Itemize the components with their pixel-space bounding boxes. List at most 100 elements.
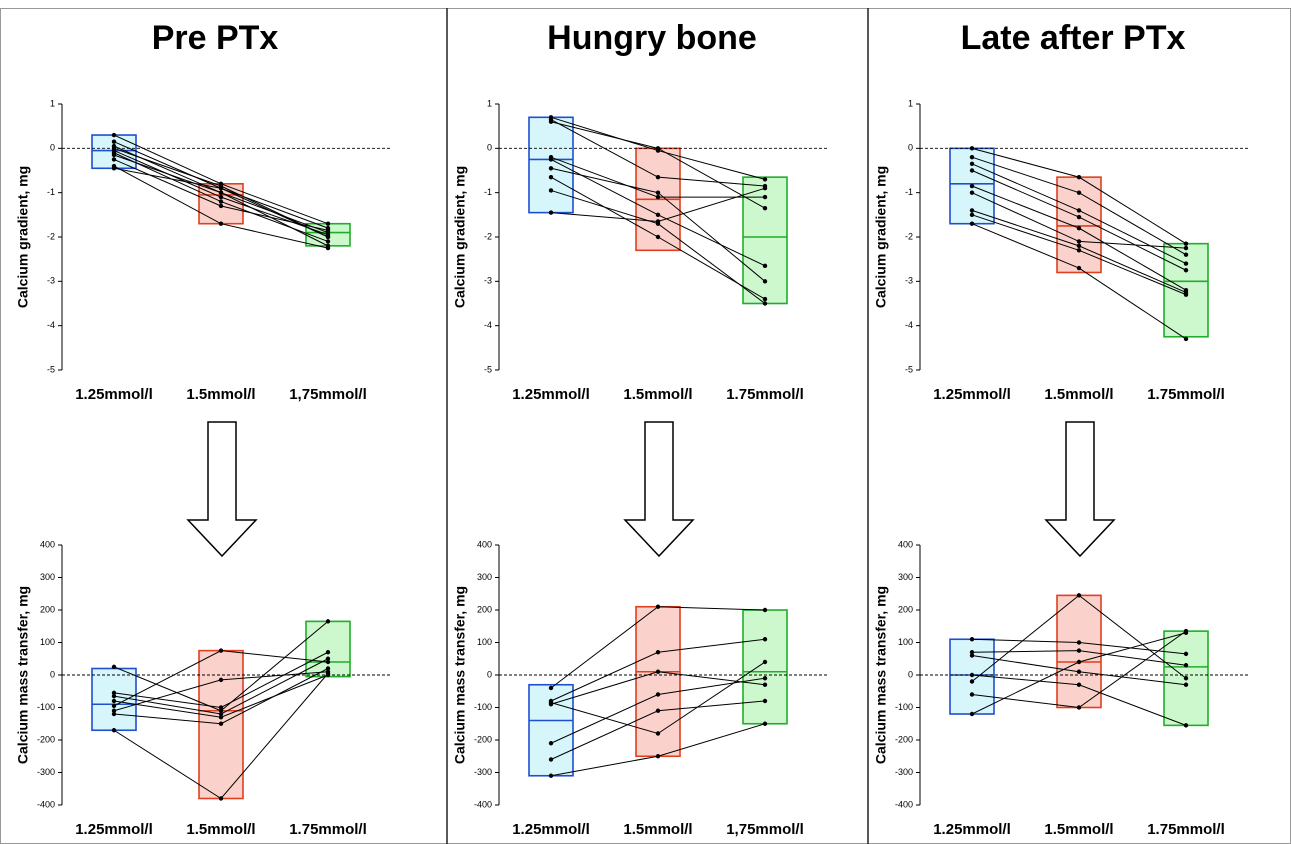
- subject-point: [1183, 292, 1189, 297]
- subject-point: [111, 693, 117, 699]
- y-tick-label: -2: [905, 231, 913, 241]
- x-tick-label: 1.5mmol/l: [186, 386, 255, 403]
- x-tick-label: 1.75mmol/l: [289, 821, 367, 838]
- subject-point: [655, 669, 661, 674]
- y-tick-label: -400: [474, 799, 492, 809]
- subject-point: [1183, 676, 1189, 681]
- y-tick-label: 100: [40, 637, 55, 647]
- subject-point: [548, 685, 554, 691]
- y-tick-label: -100: [895, 702, 913, 712]
- x-tick-label: 1.25mmol/l: [933, 821, 1011, 838]
- y-tick-label: -300: [895, 767, 913, 777]
- subject-point: [218, 715, 224, 720]
- y-tick-label: 400: [898, 539, 913, 549]
- subject-point: [218, 721, 224, 726]
- y-tick-label: -1: [47, 187, 55, 197]
- subject-point: [1183, 723, 1189, 728]
- subject-point: [762, 301, 768, 306]
- subject-point: [1183, 651, 1189, 657]
- panel-title: Late after PTx: [961, 19, 1186, 57]
- subject-point: [111, 166, 117, 171]
- subject-point: [655, 754, 661, 759]
- subject-point: [111, 703, 117, 709]
- y-tick-label: 200: [898, 604, 913, 614]
- y-tick-label: 1: [487, 98, 492, 108]
- y-tick-label: 200: [40, 604, 55, 614]
- range-box: [528, 116, 574, 214]
- y-tick-label: -200: [895, 734, 913, 744]
- subject-point: [969, 650, 975, 655]
- subject-point: [655, 604, 661, 609]
- subject-point: [655, 708, 661, 713]
- x-tick-label: 1.25mmol/l: [512, 821, 590, 838]
- subject-point: [969, 221, 975, 226]
- subject-point: [548, 119, 554, 124]
- subject-point: [325, 650, 331, 655]
- subject-point: [762, 296, 768, 302]
- subject-point: [655, 219, 661, 224]
- subject-point: [218, 796, 224, 801]
- subject-point: [111, 711, 117, 717]
- y-tick-label: -2: [47, 231, 55, 241]
- subject-point: [1076, 659, 1082, 665]
- subject-point: [111, 698, 117, 704]
- y-tick-label: 300: [40, 572, 55, 582]
- subject-point: [1183, 261, 1189, 266]
- panel-title: Pre PTx: [152, 19, 279, 57]
- subject-point: [325, 656, 331, 661]
- subject-point: [1076, 593, 1082, 598]
- subject-point: [218, 221, 224, 226]
- subject-point: [325, 671, 331, 676]
- subject-point: [1076, 239, 1082, 244]
- subject-point: [762, 186, 768, 191]
- y-tick-label: -400: [37, 799, 55, 809]
- subject-point: [655, 194, 661, 200]
- range-box: [742, 609, 788, 725]
- subject-point: [548, 741, 554, 746]
- subject-point: [1183, 336, 1189, 342]
- subject-point: [218, 203, 224, 209]
- y-axis-label: Calcium mass transfer, mg: [452, 586, 468, 764]
- subject-point: [1076, 208, 1082, 213]
- subject-point: [218, 711, 224, 717]
- subject-point: [762, 698, 768, 704]
- subject-point: [655, 731, 661, 736]
- subject-point: [111, 157, 117, 162]
- subject-point: [762, 194, 768, 200]
- subject-point: [111, 728, 117, 733]
- x-tick-label: 1,75mmol/l: [289, 386, 367, 403]
- subject-point: [969, 672, 975, 678]
- x-tick-label: 1.25mmol/l: [75, 821, 153, 838]
- y-tick-label: -100: [474, 702, 492, 712]
- subject-point: [548, 757, 554, 762]
- y-tick-label: -1: [484, 187, 492, 197]
- subject-point: [111, 664, 117, 670]
- subject-point: [969, 679, 975, 684]
- y-tick-label: -4: [905, 320, 913, 330]
- subject-point: [762, 682, 768, 687]
- subject-point: [762, 659, 768, 665]
- x-tick-label: 1.75mmol/l: [1147, 821, 1225, 838]
- subject-point: [655, 692, 661, 697]
- subject-point: [655, 234, 661, 240]
- subject-point: [548, 210, 554, 215]
- subject-point: [218, 677, 224, 683]
- subject-point: [762, 263, 768, 269]
- y-tick-label: -5: [484, 364, 492, 374]
- y-tick-label: -5: [47, 364, 55, 374]
- subject-point: [218, 648, 224, 653]
- subject-point: [1183, 245, 1189, 251]
- subject-point: [1076, 682, 1082, 687]
- subject-point: [655, 174, 661, 180]
- y-axis-label: Calcium gradient, mg: [873, 166, 889, 308]
- subject-point: [969, 637, 975, 642]
- subject-point: [1076, 648, 1082, 653]
- subject-point: [969, 711, 975, 717]
- subject-point: [111, 690, 117, 696]
- subject-point: [969, 653, 975, 658]
- subject-point: [325, 221, 331, 226]
- subject-point: [1076, 640, 1082, 645]
- y-tick-label: 300: [898, 572, 913, 582]
- subject-point: [548, 700, 554, 705]
- y-tick-label: 200: [477, 604, 492, 614]
